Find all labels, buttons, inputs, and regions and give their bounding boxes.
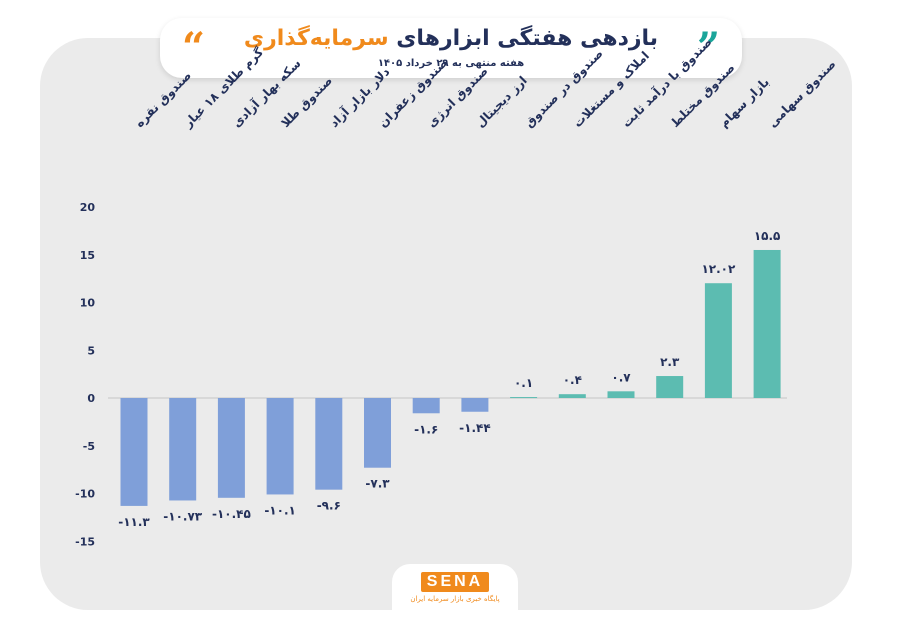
- bar: [705, 283, 732, 398]
- bar: [754, 250, 781, 398]
- logo: SENA پایگاه خبری بازار سرمایه ایران: [392, 564, 518, 614]
- data-label: -۱۰.۱: [264, 503, 296, 517]
- data-label: -۱.۴۴: [459, 421, 491, 435]
- y-tick-label: 20: [80, 201, 96, 214]
- bar: [608, 391, 635, 398]
- data-label: -۱.۶: [414, 422, 438, 436]
- bar: [656, 376, 683, 398]
- bar: [364, 398, 391, 468]
- bar: [559, 394, 586, 398]
- y-tick-label: 0: [87, 392, 95, 405]
- bar: [461, 398, 488, 412]
- category-label: صندوق در صندوق: [522, 46, 607, 131]
- y-tick-label: 5: [87, 344, 95, 357]
- data-label: ۱۲.۰۲: [701, 262, 736, 276]
- data-label: ۲.۳: [660, 355, 680, 369]
- category-label: صندوق سهامی: [765, 57, 839, 131]
- y-tick-label: 10: [80, 297, 96, 310]
- bar: [413, 398, 440, 413]
- data-label: ۰.۴: [563, 373, 582, 387]
- logo-tagline: پایگاه خبری بازار سرمایه ایران: [392, 595, 518, 603]
- bar: [510, 397, 537, 398]
- data-label: -۱۱.۳: [118, 515, 150, 529]
- bar: [267, 398, 294, 494]
- category-label: صندوق با درآمد ثابت: [619, 34, 716, 131]
- y-tick-label: -5: [83, 440, 95, 453]
- data-label: ۰.۷: [611, 370, 631, 384]
- data-label: ۰.۱: [514, 376, 533, 390]
- bar: [315, 398, 342, 490]
- logo-wordmark: SENA: [421, 572, 489, 592]
- data-label: -۷.۳: [365, 477, 390, 491]
- y-tick-label: -15: [75, 535, 95, 548]
- bar: [169, 398, 196, 500]
- data-label: ۱۵.۵: [754, 229, 781, 243]
- y-tick-label: -10: [75, 488, 95, 501]
- bar: [218, 398, 245, 498]
- data-label: -۹.۶: [317, 499, 341, 513]
- category-label: گرم طلای ۱۸ عیار: [180, 45, 267, 132]
- category-label: بازار سهام: [717, 75, 773, 131]
- data-label: -۱۰.۴۵: [212, 507, 251, 521]
- y-tick-label: 15: [80, 249, 95, 262]
- bar: [121, 398, 148, 506]
- data-label: -۱۰.۷۳: [163, 509, 203, 523]
